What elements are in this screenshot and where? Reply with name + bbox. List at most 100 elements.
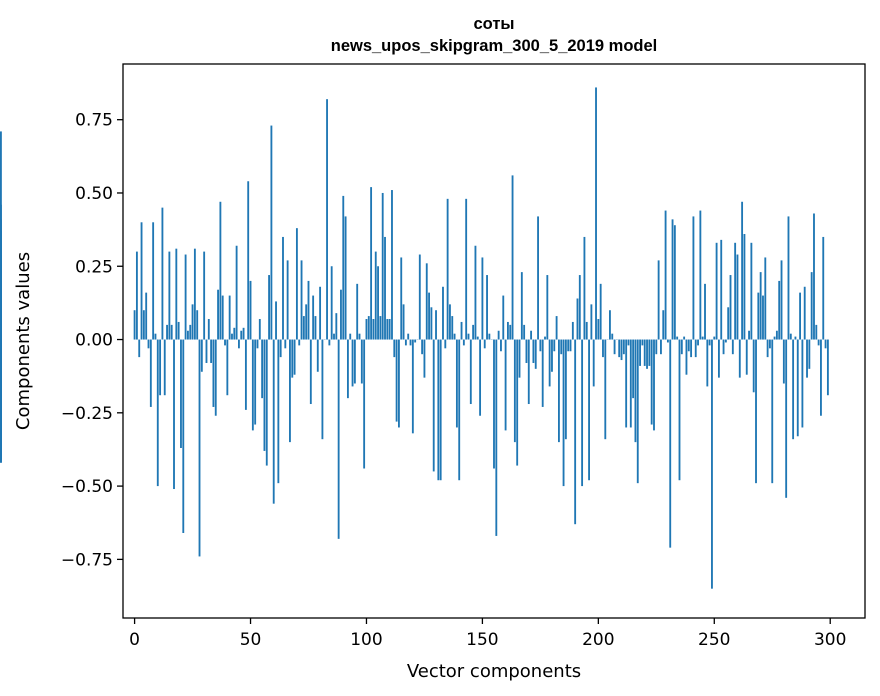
bar-component-235 xyxy=(678,339,681,481)
bar-component-249 xyxy=(711,339,713,589)
bar-component-206 xyxy=(611,333,614,340)
bar-component-296 xyxy=(820,339,822,416)
bar-component-150 xyxy=(481,257,484,340)
bar-component-203 xyxy=(604,339,607,440)
bar-component-10 xyxy=(156,339,159,487)
bar-component-159 xyxy=(502,295,505,340)
bar-component-77 xyxy=(312,295,315,340)
bar-component-252 xyxy=(717,339,720,378)
bar-component-22 xyxy=(184,254,187,340)
bar-component-194 xyxy=(583,236,586,340)
x-tick-label: 150 xyxy=(466,630,498,650)
bar-component-276 xyxy=(773,336,776,340)
bar-component-170 xyxy=(527,339,530,405)
bar-component-137 xyxy=(451,316,454,340)
bar-component-95 xyxy=(353,339,356,384)
bar-component-127 xyxy=(428,292,430,340)
bar-component-36 xyxy=(217,289,219,340)
bar-component-23 xyxy=(187,330,189,340)
bar-component-186 xyxy=(564,339,567,440)
bar-component-288 xyxy=(801,339,804,428)
bar-component-114 xyxy=(398,339,400,428)
bar-component-52 xyxy=(254,339,257,425)
y-tick-label: 0.50 xyxy=(75,184,113,204)
bar-component-261 xyxy=(738,339,741,378)
bar-component-1 xyxy=(135,251,138,340)
bar-component-74 xyxy=(305,304,308,340)
bar-component-270 xyxy=(759,272,762,340)
bar-component-248 xyxy=(708,339,711,346)
bar-component-271 xyxy=(762,295,764,340)
x-tick-label: 100 xyxy=(350,630,382,650)
bar-component-215 xyxy=(632,339,635,399)
bar-component-41 xyxy=(228,295,231,340)
bar-component-56 xyxy=(263,339,266,451)
bar-component-262 xyxy=(741,201,744,340)
bar-component-281 xyxy=(785,339,788,498)
bar-component-126 xyxy=(425,263,428,340)
bar-component-219 xyxy=(641,339,644,346)
bar-component-225 xyxy=(655,339,658,355)
bar-component-247 xyxy=(706,339,709,387)
bar-component-108 xyxy=(384,236,386,340)
bar-component-224 xyxy=(653,339,655,431)
bar-component-26 xyxy=(193,248,196,340)
bar-component-50 xyxy=(249,280,252,340)
bar-component-233 xyxy=(673,225,676,340)
bar-component-undefined xyxy=(0,324,2,340)
bar-component-129 xyxy=(432,339,435,472)
bar-component-40 xyxy=(226,339,229,396)
bar-component-48 xyxy=(244,339,247,410)
bar-component-32 xyxy=(207,319,210,340)
bar-component-44 xyxy=(235,245,238,340)
bar-component-38 xyxy=(221,295,224,340)
bar-component-187 xyxy=(567,339,570,352)
chart-subtitle: news_upos_skipgram_300_5_2019 model xyxy=(331,37,658,55)
bar-component-207 xyxy=(613,339,616,355)
bar-component-2 xyxy=(138,339,141,358)
bar-component-107 xyxy=(381,192,384,340)
bar-component-156 xyxy=(495,339,498,536)
bar-component-101 xyxy=(367,316,370,340)
bar-component-140 xyxy=(458,339,461,481)
bar-component-234 xyxy=(676,336,679,340)
bar-component-227 xyxy=(660,339,662,355)
bar-component-86 xyxy=(333,333,335,340)
bar-component-260 xyxy=(736,254,739,340)
x-tick-label: 250 xyxy=(698,630,730,650)
bar-component-9 xyxy=(154,333,157,340)
y-tick-label: 0.00 xyxy=(75,331,113,351)
bar-component-146 xyxy=(472,324,475,340)
bar-component-298 xyxy=(824,339,827,349)
bar-component-291 xyxy=(808,339,811,369)
bar-component-45 xyxy=(238,339,240,349)
bar-component-undefined xyxy=(0,292,2,340)
bar-component-65 xyxy=(284,339,287,349)
bar-component-16 xyxy=(170,324,173,340)
bar-component-214 xyxy=(629,339,632,428)
bar-component-273 xyxy=(766,339,769,358)
bar-component-53 xyxy=(256,339,259,349)
bar-component-113 xyxy=(395,339,398,422)
x-tick-label: 300 xyxy=(814,630,846,650)
bar-component-97 xyxy=(358,333,361,340)
bar-component-undefined xyxy=(0,339,2,434)
bar-component-51 xyxy=(251,339,254,431)
bar-component-294 xyxy=(815,324,818,340)
bar-component-115 xyxy=(400,257,403,340)
bar-component-62 xyxy=(277,339,280,484)
bar-component-71 xyxy=(298,339,301,346)
bar-component-124 xyxy=(421,339,424,355)
bar-component-59 xyxy=(270,125,273,340)
bar-component-157 xyxy=(497,330,500,340)
bar-component-134 xyxy=(444,339,447,349)
y-axis-label: Components values xyxy=(13,252,34,430)
bar-series xyxy=(0,87,829,589)
y-tick-label: −0.25 xyxy=(61,404,113,424)
bar-component-236 xyxy=(680,339,683,355)
bar-component-240 xyxy=(690,339,693,358)
bar-component-284 xyxy=(792,339,795,440)
bar-component-217 xyxy=(636,339,639,484)
bar-component-181 xyxy=(553,339,556,352)
